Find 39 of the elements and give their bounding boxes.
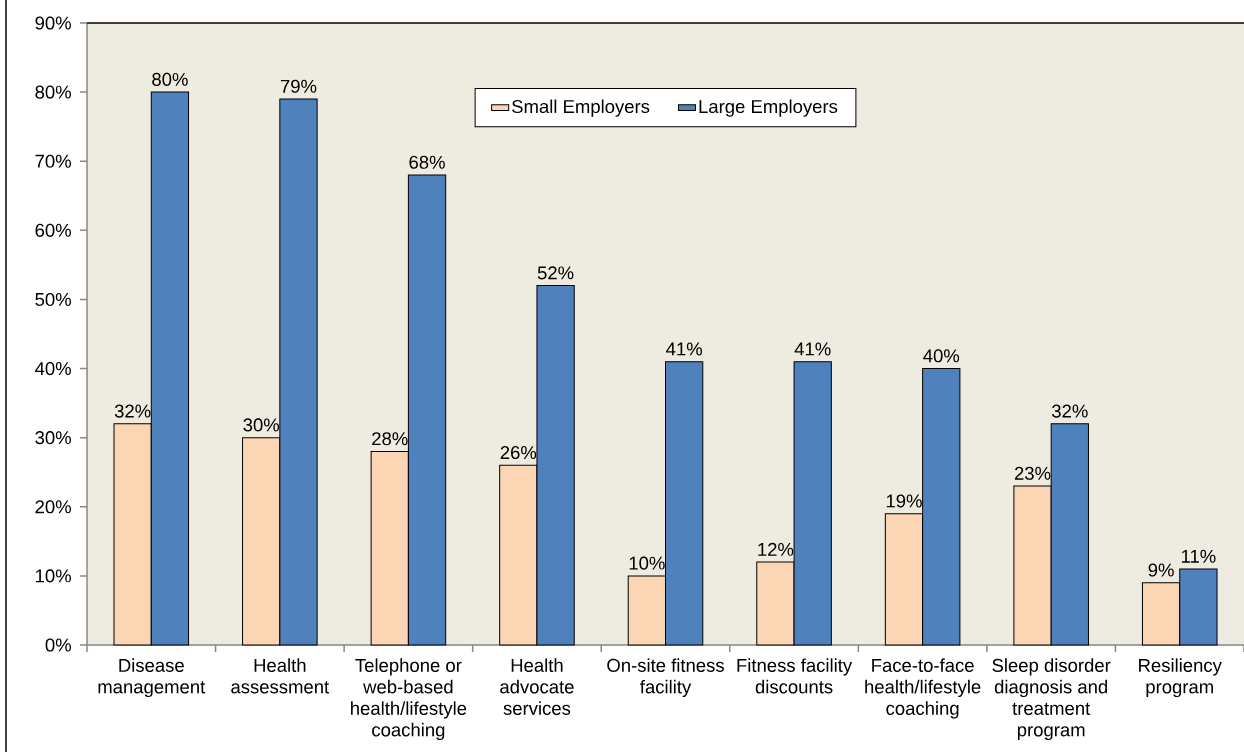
data-label: 30% [243, 418, 280, 432]
legend-label: Small Employers [512, 99, 650, 117]
y-tick-label: 30% [35, 431, 71, 445]
y-tick-label: 50% [35, 292, 71, 306]
data-label: 41% [666, 342, 702, 356]
data-label: 26% [500, 446, 537, 460]
y-tick-label: 90% [35, 16, 71, 30]
data-label: 41% [794, 342, 831, 356]
data-label: 23% [1014, 466, 1051, 480]
x-tick-label: Health assessment [231, 658, 330, 694]
y-tick-label: 60% [35, 223, 71, 237]
x-tick-label: Disease management [98, 658, 206, 698]
data-label: 52% [537, 266, 574, 280]
y-tick-label: 20% [35, 500, 71, 514]
x-tick-label: Fitness facility discounts [737, 658, 853, 694]
x-tick-label: On-site fitness facility [607, 658, 724, 698]
data-label: 12% [758, 542, 794, 556]
data-label: 9% [1148, 563, 1174, 577]
x-tick-label: Sleep disorder diagnosis and treatment program [992, 658, 1111, 741]
data-label: 80% [152, 72, 188, 86]
data-label: 32% [1052, 404, 1088, 418]
data-label: 11% [1181, 549, 1216, 563]
x-tick-label: Resiliency program [1139, 658, 1222, 698]
data-label: 68% [409, 155, 445, 169]
y-tick-label: 0% [45, 638, 71, 652]
x-tick-label: Health advocate services [500, 658, 574, 715]
data-label: 40% [923, 349, 960, 363]
x-tick-label: Face-to-face health/lifestyle coaching [865, 658, 981, 719]
y-tick-label: 80% [35, 85, 71, 99]
data-label: 19% [886, 494, 922, 508]
y-tick-label: 70% [35, 154, 71, 168]
y-tick-label: 10% [36, 569, 71, 583]
data-label: 10% [629, 556, 665, 570]
data-label: 32% [114, 404, 151, 418]
data-label: 79% [280, 79, 317, 93]
y-tick-label: 40% [35, 362, 71, 376]
x-tick-label: Telephone or web-based health/lifestyle coaching [351, 658, 467, 741]
data-label: 28% [372, 432, 408, 446]
legend-label: Large Employers [699, 99, 838, 117]
